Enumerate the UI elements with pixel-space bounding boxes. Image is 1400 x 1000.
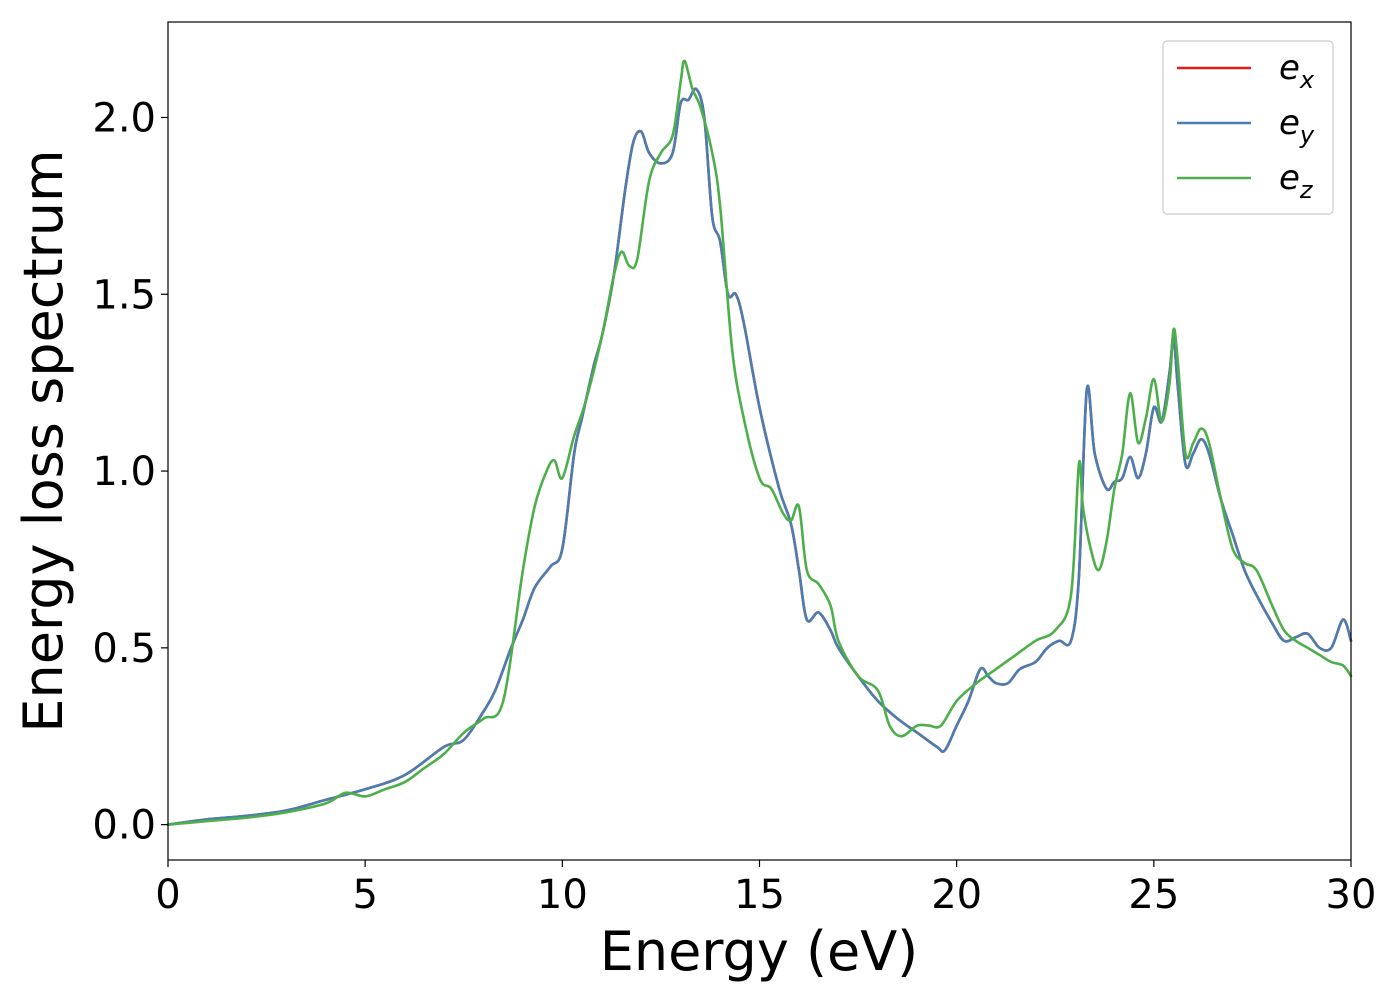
y-axis-title: Energy loss spectrum xyxy=(12,149,75,732)
legend-label-x: ex xyxy=(1279,48,1315,94)
x-axis-ticks: 0 5 10 15 20 25 30 xyxy=(155,860,1376,918)
x-tick-label: 0 xyxy=(155,872,180,918)
series-layer xyxy=(166,59,1353,826)
y-tick-label: 1.5 xyxy=(92,272,156,318)
legend-label-subscript: y xyxy=(1299,121,1315,149)
y-tick-label: 2.0 xyxy=(92,95,156,141)
legend-label-subscript: x xyxy=(1299,66,1315,94)
legend-label-base: e xyxy=(1279,158,1300,198)
y-tick-label: 0.0 xyxy=(92,803,156,849)
legend-label-subscript: z xyxy=(1299,176,1314,204)
y-axis-ticks: 0.0 0.5 1.0 1.5 2.0 xyxy=(92,95,168,849)
legend-box xyxy=(1162,40,1334,215)
y-tick-label: 0.5 xyxy=(92,626,156,672)
x-tick-label: 20 xyxy=(931,872,982,918)
y-tick-label: 1.0 xyxy=(92,449,156,495)
series-line-z xyxy=(166,59,1353,826)
legend-label-base: e xyxy=(1279,103,1300,143)
x-tick-label: 30 xyxy=(1326,872,1377,918)
x-tick-label: 5 xyxy=(352,872,377,918)
legend-label-z: ez xyxy=(1279,158,1314,204)
x-tick-label: 15 xyxy=(734,872,785,918)
series-line-y xyxy=(166,87,1353,826)
x-tick-label: 25 xyxy=(1128,872,1179,918)
legend-label-y: ey xyxy=(1279,103,1315,149)
legend-label-base: e xyxy=(1279,48,1300,88)
x-axis-title: Energy (eV) xyxy=(600,920,919,983)
x-tick-label: 10 xyxy=(537,872,588,918)
